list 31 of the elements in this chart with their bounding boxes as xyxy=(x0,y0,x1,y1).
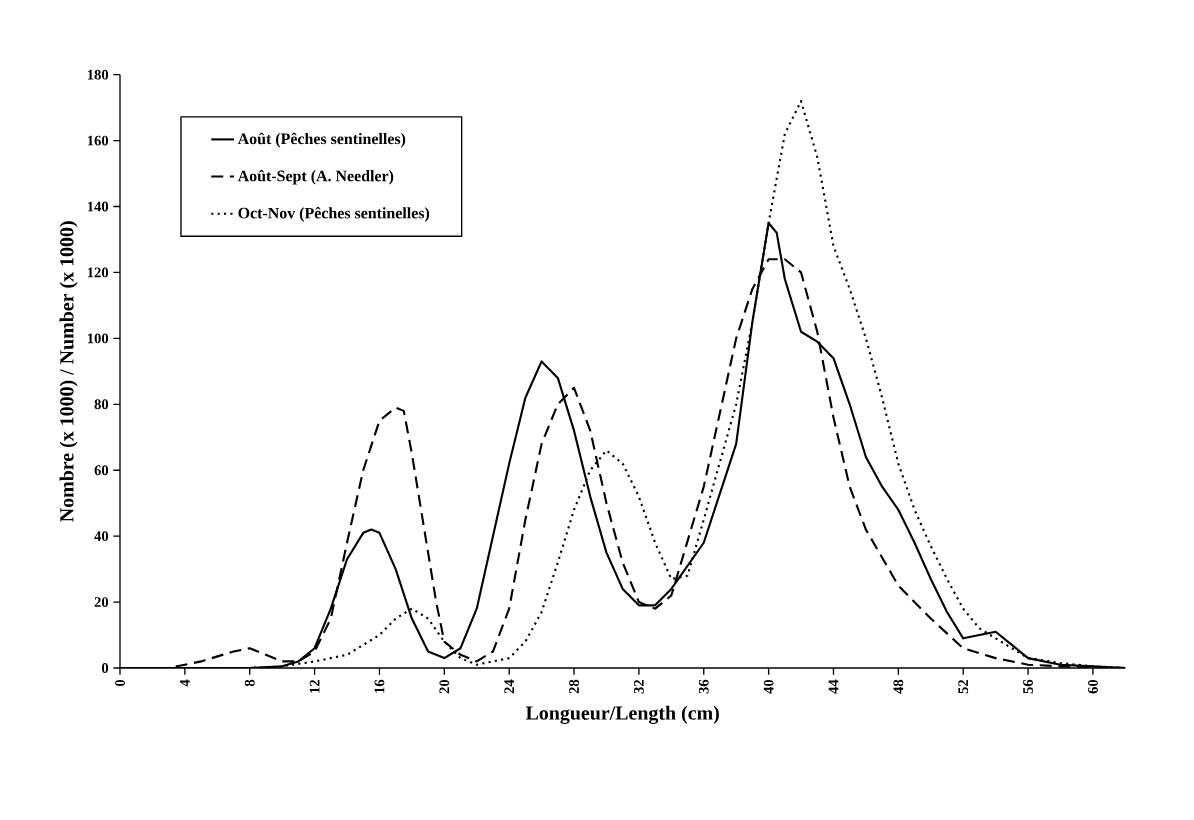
x-tick-label: 56 xyxy=(1023,679,1033,694)
legend-label: Août-Sept (A. Needler) xyxy=(237,169,394,185)
x-tick-label: 28 xyxy=(569,679,579,694)
x-tick-label: 32 xyxy=(633,679,644,694)
y-tick-label: 0 xyxy=(101,663,109,673)
x-tick-label: 20 xyxy=(439,679,450,694)
y-tick-label: 60 xyxy=(94,465,109,476)
x-tick-label: 4 xyxy=(180,679,190,687)
x-tick-label: 0 xyxy=(115,679,125,687)
y-tick-label: 40 xyxy=(94,531,109,542)
y-tick-label: 160 xyxy=(87,135,109,146)
y-tick-label: 100 xyxy=(87,333,109,344)
x-tick-label: 40 xyxy=(763,679,774,694)
y-tick-label: 80 xyxy=(94,399,109,410)
y-tick-label: 140 xyxy=(87,201,109,212)
x-tick-label: 8 xyxy=(244,679,255,687)
x-tick-label: 16 xyxy=(374,679,385,693)
legend-label: Oct-Nov (Pêches sentinelles) xyxy=(238,207,430,222)
x-tick-label: 36 xyxy=(698,679,709,694)
x-tick-label: 60 xyxy=(1087,679,1098,694)
y-tick-label: 20 xyxy=(94,597,109,608)
y-tick-label: 180 xyxy=(87,69,109,80)
x-tick-label: 44 xyxy=(828,679,839,694)
x-tick-label: 48 xyxy=(893,679,904,694)
legend-label: Août (Pêches sentinelles) xyxy=(237,132,406,148)
x-tick-label: 12 xyxy=(309,679,320,693)
x-tick-label: 52 xyxy=(958,679,969,694)
y-axis-title: Nombre (x 1000) / Number (x 1000) xyxy=(59,221,78,522)
x-axis-title: Longueur/Length (cm) xyxy=(525,705,719,724)
y-tick-label: 120 xyxy=(87,267,109,278)
x-tick-label: 24 xyxy=(504,679,514,694)
